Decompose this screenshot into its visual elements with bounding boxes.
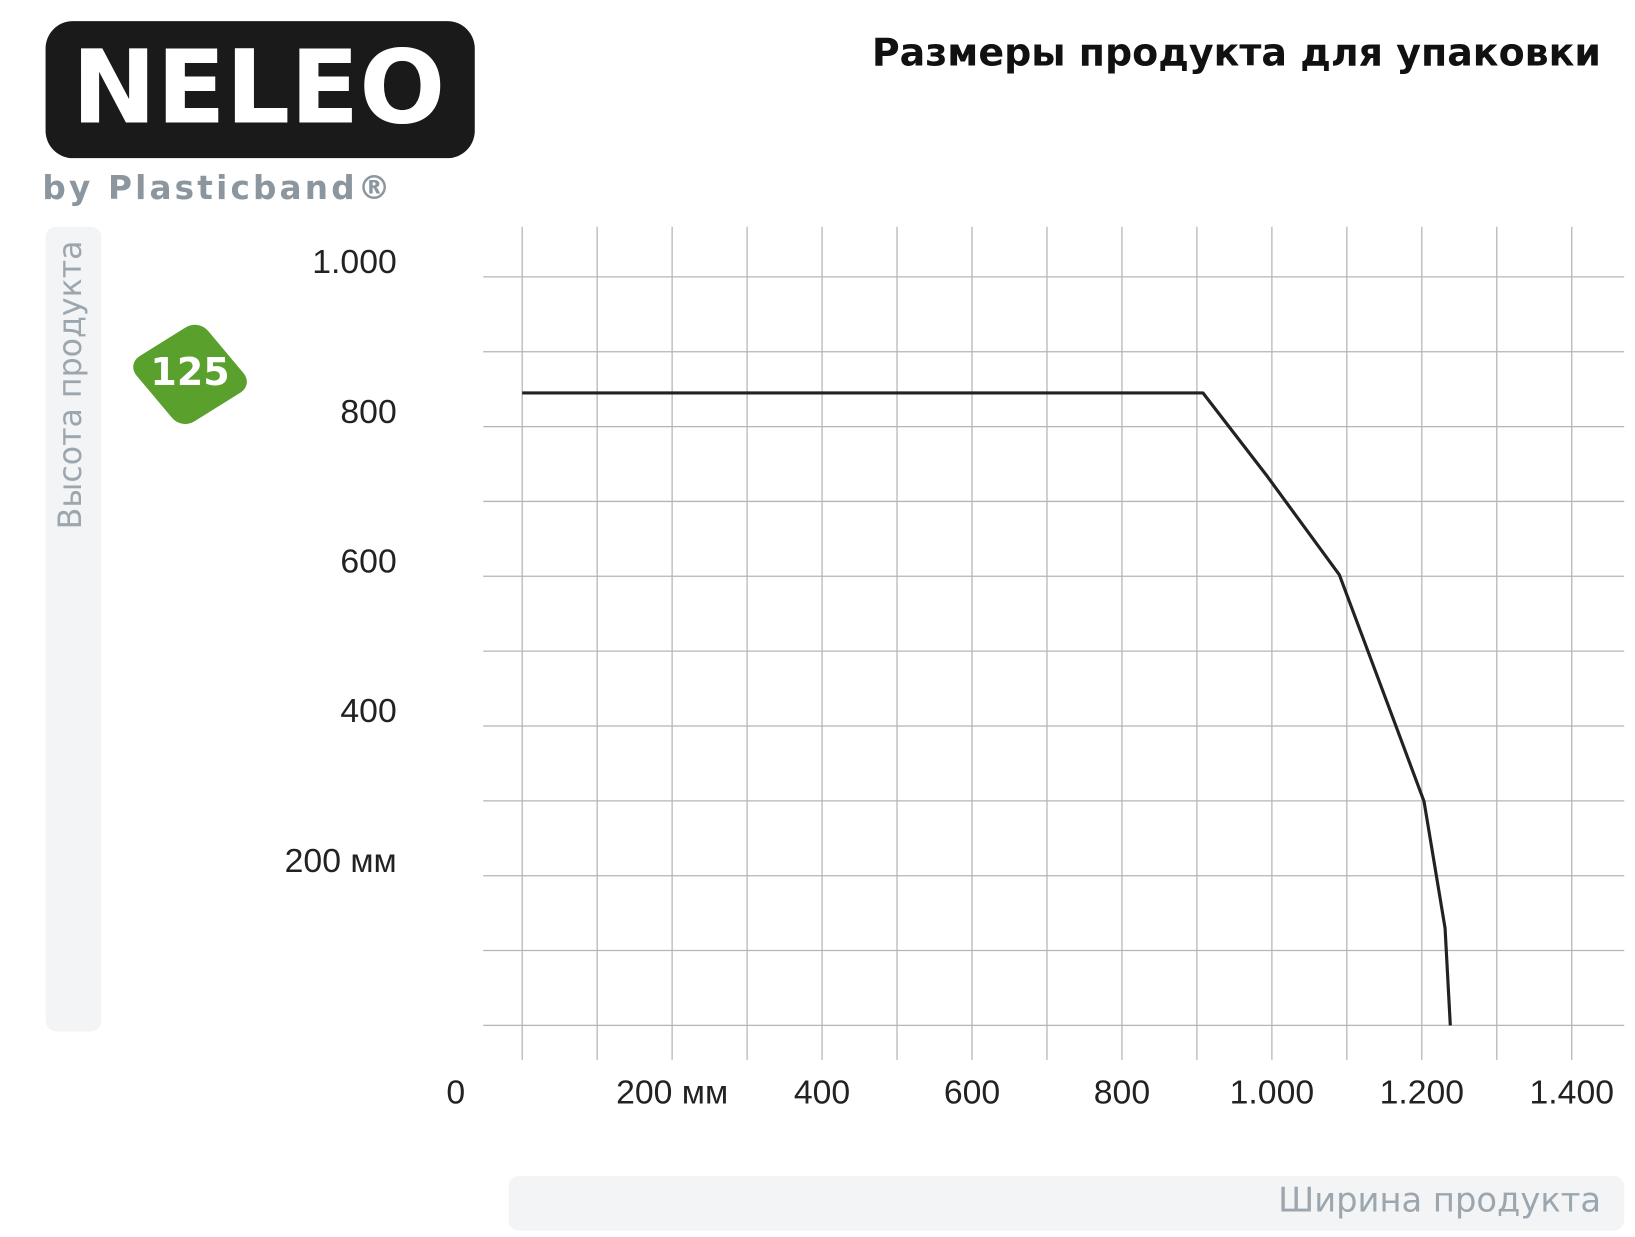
badge: 125 — [150, 350, 229, 394]
x-tick-label: 600 — [944, 1074, 1000, 1112]
x-axis-label: Ширина продукта — [1278, 1181, 1601, 1220]
y-axis-label: Высота продукта — [53, 240, 89, 529]
badge-shape — [133, 324, 247, 424]
logo-box — [45, 21, 475, 159]
logo-name: NELEO — [72, 29, 446, 147]
y-tick-label: 1.000 — [312, 243, 396, 281]
x-tick-label: 200 мм — [616, 1074, 728, 1112]
x-tick-label: 0 — [446, 1074, 465, 1112]
x-label-panel — [508, 1175, 1625, 1231]
y-tick-label: 600 — [340, 543, 396, 581]
y-tick-label: 400 — [340, 692, 396, 730]
x-tick-label: 400 — [794, 1074, 850, 1112]
chart-title: Размеры продукта для упаковки — [872, 30, 1601, 74]
data-line — [522, 391, 1452, 1026]
x-tick-label: 1.200 — [1380, 1074, 1464, 1112]
y-label-panel — [45, 226, 102, 1032]
y-tick-label: 200 мм — [285, 842, 397, 880]
y-tick-label: 800 — [340, 393, 396, 431]
x-tick-label: 1.000 — [1230, 1074, 1314, 1112]
x-tick-label: 1.400 — [1530, 1074, 1614, 1112]
logo-tagline: by Plasticband® — [42, 169, 393, 207]
x-tick-label: 800 — [1094, 1074, 1150, 1112]
